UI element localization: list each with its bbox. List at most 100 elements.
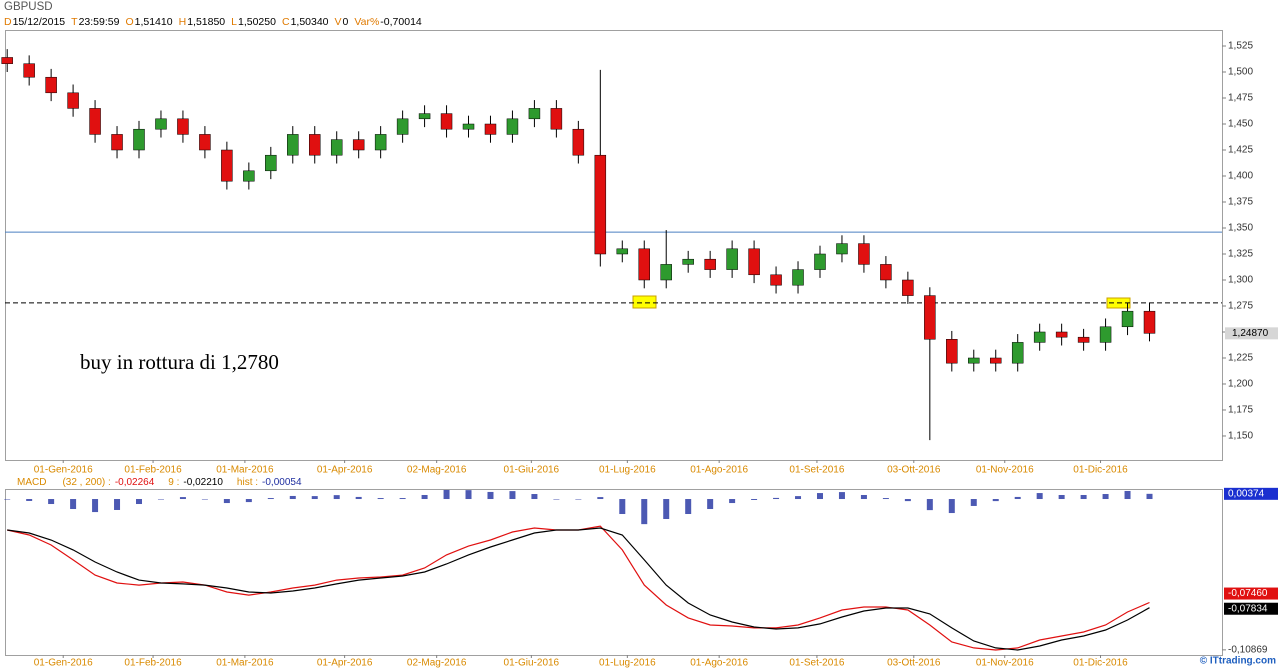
x-tick-label: 01-Lug-2016 — [599, 465, 656, 476]
x-tick-label: 01-Dic-2016 — [1073, 465, 1128, 476]
x-tick-label: 01-Dic-2016 — [1073, 658, 1128, 668]
hist-bar — [245, 499, 252, 503]
info-key: O — [125, 16, 134, 28]
x-tick-label: 01-Apr-2016 — [317, 658, 373, 668]
candle-body — [265, 154, 277, 172]
last-value-box — [1224, 602, 1278, 615]
candle-body — [880, 264, 892, 281]
last-value-label: 0,00374 — [1228, 488, 1265, 499]
candle-body — [45, 76, 57, 94]
hist-bar — [289, 495, 296, 500]
hist-bar — [948, 499, 955, 514]
hist-bar — [970, 499, 977, 506]
y-tick-label: 1,375 — [1228, 197, 1253, 208]
y-tick-label: 1,275 — [1228, 301, 1253, 312]
candle-body — [726, 248, 738, 270]
hist-bar — [838, 492, 845, 500]
y-tick-label: 1,425 — [1228, 145, 1253, 156]
hist-bar — [531, 494, 538, 500]
y-tick-label: 1,500 — [1228, 67, 1253, 78]
hist-bar — [465, 490, 472, 500]
candle-body — [506, 118, 519, 135]
candle-body — [770, 274, 782, 286]
macd-header-part: hist : — [237, 477, 258, 488]
candle-body — [330, 139, 343, 156]
candle-body — [221, 149, 233, 182]
x-tick-label: 01-Ago-2016 — [690, 465, 748, 476]
hist-bar — [553, 499, 560, 500]
info-key: L — [231, 16, 237, 28]
info-value: 15/12/2015 — [12, 16, 66, 28]
info-key: D — [4, 16, 12, 28]
y-tick-label: 1,175 — [1228, 405, 1253, 416]
symbol: GBPUSD — [4, 1, 53, 13]
hist-bar — [707, 499, 714, 510]
last-value-box — [1224, 587, 1278, 600]
y-tick-label: 1,200 — [1228, 379, 1253, 390]
last-value-label: -0,07460 — [1228, 588, 1268, 599]
x-tick-label: 01-Gen-2016 — [34, 658, 93, 668]
hist-bar — [1014, 496, 1021, 500]
hist-bar — [795, 496, 802, 500]
macd-header-part: -0,02210 — [183, 477, 223, 488]
hist-bar — [597, 497, 604, 500]
last-value-label: -0,07834 — [1228, 603, 1268, 614]
info-key: Var% — [354, 16, 380, 28]
candle-body — [309, 134, 321, 156]
hist-bar — [4, 499, 11, 500]
candle-body — [23, 63, 35, 78]
hist-bar — [641, 499, 648, 525]
info-key: T — [71, 16, 78, 28]
hist-bar — [509, 491, 516, 500]
candle-body — [660, 264, 672, 281]
candle-body — [1, 57, 13, 64]
hist-bar — [926, 499, 933, 511]
x-tick-label: 01-Feb-2016 — [124, 465, 182, 476]
hist-bar — [816, 493, 823, 500]
hist-bar — [685, 499, 692, 515]
hist-bar — [663, 499, 670, 520]
x-tick-label: 01-Giu-2016 — [504, 658, 560, 668]
x-tick-label: 01-Nov-2016 — [976, 465, 1034, 476]
y-tick-label: 1,225 — [1228, 353, 1253, 364]
x-tick-label: 01-Lug-2016 — [599, 658, 656, 668]
hist-bar — [223, 499, 230, 504]
candle-body — [594, 154, 607, 255]
candle-body — [287, 134, 299, 156]
x-tick-label: 01-Mar-2016 — [216, 658, 274, 668]
info-value: 0 — [342, 16, 349, 28]
candle-body — [638, 248, 650, 281]
info-key: V — [334, 16, 342, 28]
candle-body — [352, 139, 365, 151]
candle-body — [989, 357, 1002, 364]
candle-body — [748, 248, 760, 276]
hist-bar — [882, 498, 889, 500]
macd-line — [7, 527, 1150, 651]
macd-header-part: -0,02264 — [115, 477, 155, 488]
candle-body — [243, 170, 255, 182]
candle-body — [396, 118, 409, 135]
candle-body — [924, 295, 936, 340]
y-tick-label: 1,400 — [1228, 171, 1253, 182]
y-tick-label: 1,525 — [1228, 41, 1253, 52]
x-tick-label: 01-Set-2016 — [789, 465, 844, 476]
candle-body — [462, 123, 475, 130]
hist-bar — [399, 498, 406, 500]
candle-body — [1121, 310, 1134, 328]
macd-header-part: MACD — [17, 477, 46, 488]
hist-bar — [267, 498, 274, 500]
hist-bar — [421, 494, 428, 500]
x-tick-label: 01-Gen-2016 — [34, 465, 93, 476]
x-tick-label: 01-Giu-2016 — [504, 465, 560, 476]
hist-bar — [179, 497, 186, 500]
info-value: 1,51850 — [187, 16, 226, 28]
candle-body — [67, 92, 79, 109]
hist-bar — [201, 499, 208, 500]
watermark: © ITtrading.com — [1200, 656, 1276, 667]
hist-bar — [311, 496, 318, 500]
candle-body — [572, 128, 585, 156]
candle-body — [1143, 310, 1156, 334]
candle-body — [902, 279, 914, 296]
